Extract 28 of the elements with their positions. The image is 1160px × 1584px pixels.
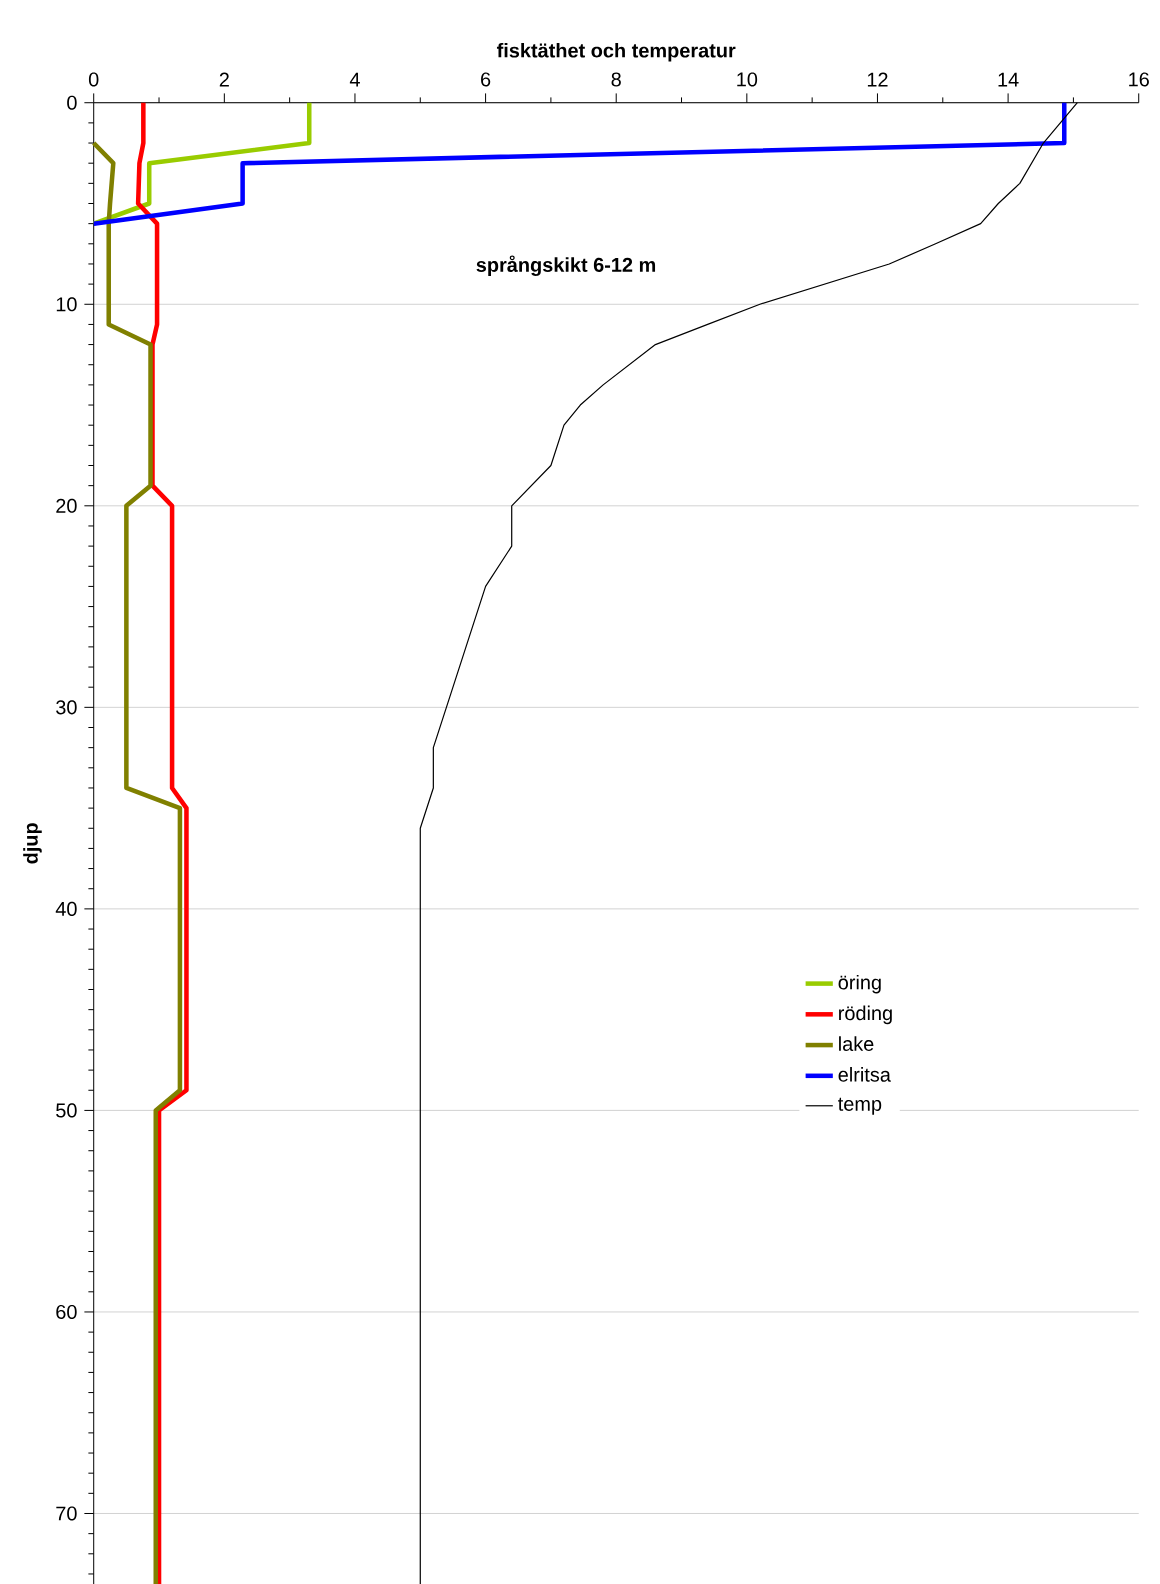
line-series [91, 100, 312, 226]
legend-label: röding [839, 1005, 892, 1025]
y-tick-label: 40 [55, 901, 77, 916]
x-tick-label: 14 [998, 72, 1019, 87]
x-tick-label: 10 [737, 72, 758, 87]
x-tick-label: 8 [611, 72, 621, 87]
legend-label: lake [839, 1036, 874, 1051]
y-axis-title: djup [23, 823, 42, 864]
y-tick-label: 20 [56, 498, 77, 513]
line-series [91, 100, 1067, 226]
x-tick-label: 0 [88, 72, 99, 87]
x-tick-label: 6 [481, 72, 491, 87]
y-tick-label: 60 [56, 1304, 77, 1319]
y-tick-label: 70 [56, 1506, 77, 1521]
y-tick-label: 10 [56, 297, 77, 312]
x-tick-label: 12 [867, 72, 888, 87]
legend-label: elritsa [838, 1067, 891, 1082]
legend-label: öring [838, 974, 881, 994]
y-tick-label: 0 [67, 95, 77, 110]
x-axis-title: fisktäthet och temperatur [496, 42, 736, 62]
y-tick-label: 30 [56, 700, 77, 715]
legend-label: temp [838, 1097, 882, 1115]
annotation: språngskikt 6-12 m [476, 255, 656, 276]
x-tick-label: 16 [1129, 72, 1149, 87]
y-tick-label: 50 [56, 1103, 77, 1118]
x-tick-label: 4 [349, 72, 360, 87]
x-tick-label: 2 [219, 72, 229, 87]
line-series [91, 140, 183, 1584]
